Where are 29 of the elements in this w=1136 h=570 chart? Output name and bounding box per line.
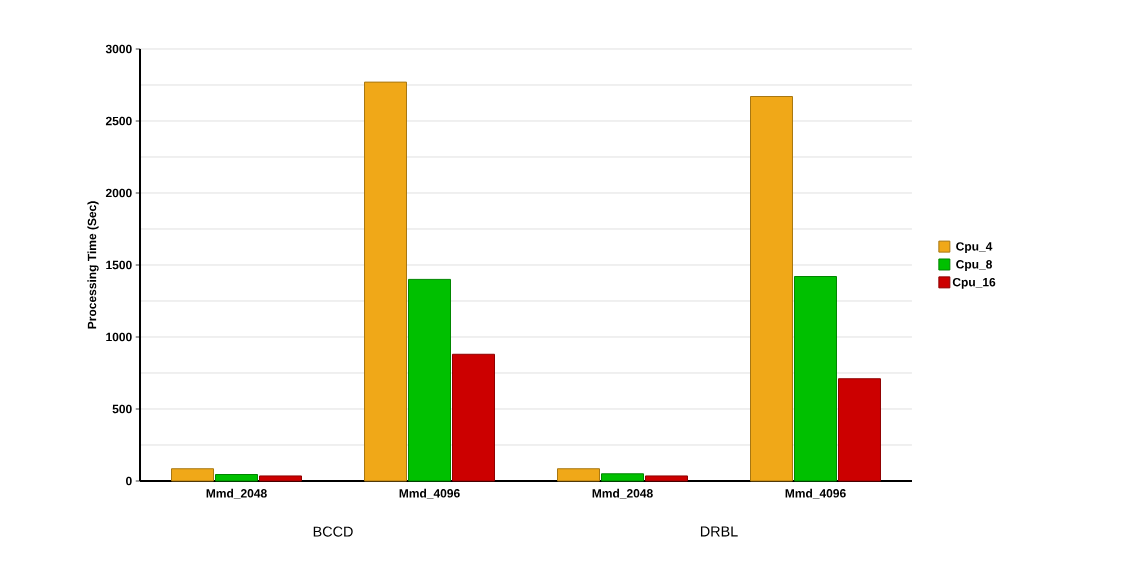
bar [452, 353, 495, 482]
bar [408, 278, 451, 482]
bar [171, 468, 215, 482]
text: DRBL [700, 526, 738, 537]
x-tick-label: Mmd_4096 [399, 488, 460, 499]
bar [557, 468, 600, 482]
x-tick-label: Mmd_2048 [592, 488, 653, 499]
bar [215, 474, 259, 482]
y-tick-label: 500 [112, 404, 132, 414]
bar [750, 96, 793, 482]
x-tick-label: Mmd_2048 [206, 488, 267, 499]
bar [259, 475, 303, 482]
bar [794, 276, 837, 482]
bar [364, 81, 408, 482]
y-tick-label: 0 [126, 476, 132, 486]
bar [601, 473, 644, 482]
x-tick-label: Mmd_4096 [785, 488, 846, 499]
legend-label: Cpu_8 [956, 260, 992, 271]
legend-label: Cpu_4 [956, 242, 993, 254]
y-tick-label: 1000 [106, 332, 132, 342]
legend-label: Cpu_16 [952, 277, 996, 289]
y-tick-label: 3000 [105, 44, 132, 54]
y-tick-label: 2500 [105, 116, 132, 126]
y-axis-title: Processing Time (Sec) [87, 201, 99, 329]
text: BCCD [313, 526, 353, 537]
bar [645, 475, 688, 482]
y-tick-label: 2000 [105, 188, 132, 198]
y-tick-label: 1500 [106, 260, 132, 270]
bar [838, 378, 881, 482]
